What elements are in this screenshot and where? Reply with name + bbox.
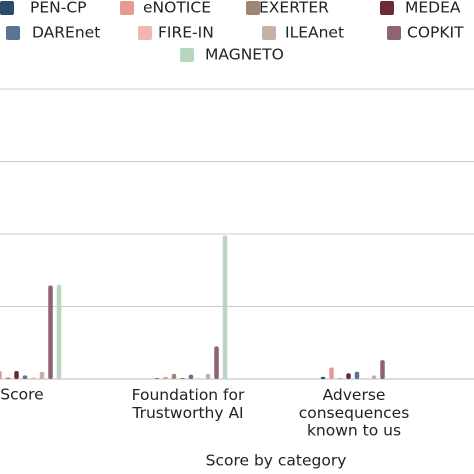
legend-swatch xyxy=(138,26,152,40)
legend-swatch xyxy=(380,1,394,15)
legend-swatch xyxy=(387,26,401,40)
legend-label: MAGNETO xyxy=(205,46,284,64)
bar xyxy=(22,375,28,379)
bar xyxy=(39,371,45,379)
bar xyxy=(163,376,168,379)
bar xyxy=(188,374,194,379)
legend-label: PEN-CP xyxy=(30,0,87,17)
legend-label: COPKIT xyxy=(407,24,464,42)
legend-label: FIRE-IN xyxy=(158,24,214,42)
bar xyxy=(48,285,53,379)
bar xyxy=(31,377,36,379)
legend-swatch xyxy=(0,1,14,15)
legend-swatch xyxy=(262,26,276,40)
legend-swatch xyxy=(120,1,134,15)
x-tick-label: Foundation for Trustworthy AI xyxy=(131,386,245,422)
x-axis-title: Score by category xyxy=(206,452,347,470)
bar xyxy=(371,375,377,379)
legend-swatch xyxy=(180,48,194,62)
bar xyxy=(337,378,343,379)
bar xyxy=(154,378,160,379)
legend-label: MEDEA xyxy=(405,0,461,17)
bar xyxy=(222,235,228,379)
bar xyxy=(380,360,385,379)
bar xyxy=(0,371,2,379)
bar xyxy=(320,376,326,379)
legend-label: ILEAnet xyxy=(285,24,344,42)
bar xyxy=(56,284,62,379)
bar xyxy=(14,371,19,379)
x-tick-label: Score xyxy=(0,386,43,404)
bar xyxy=(180,378,185,379)
legend-label: EXERTER xyxy=(259,0,329,17)
bar xyxy=(197,378,202,379)
bar xyxy=(5,377,11,379)
bar xyxy=(329,367,334,379)
legend-label: eNOTICE xyxy=(143,0,211,17)
bar xyxy=(388,378,394,379)
legend-swatch xyxy=(246,1,260,15)
bar xyxy=(205,373,211,379)
bar xyxy=(363,378,368,379)
bar xyxy=(171,373,177,379)
x-tick-label: Adverse consequences known to us xyxy=(299,386,410,440)
legend-label: DAREnet xyxy=(32,24,100,42)
bar xyxy=(354,371,360,379)
bar xyxy=(214,346,219,379)
legend-swatch xyxy=(6,26,20,40)
bar xyxy=(346,373,351,379)
